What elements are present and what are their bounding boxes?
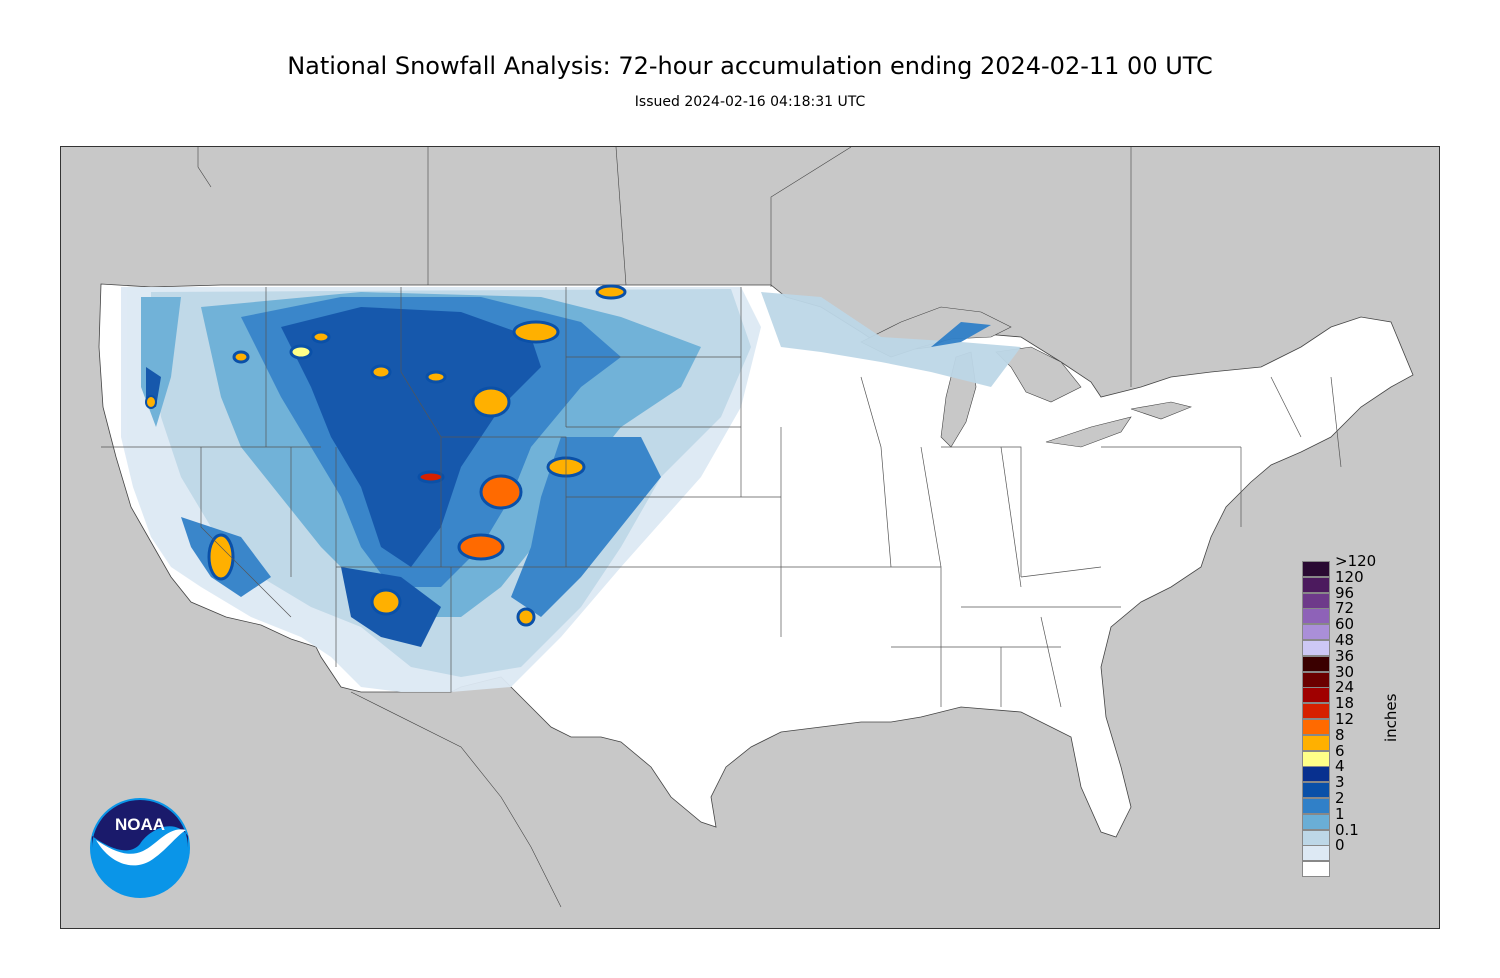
issued-timestamp: Issued 2024-02-16 04:18:31 UTC bbox=[634, 94, 866, 110]
snowfall-map[interactable] bbox=[60, 146, 1440, 929]
snowfall-shading bbox=[121, 287, 1021, 692]
legend-swatch bbox=[1302, 782, 1330, 799]
legend-label: 4 bbox=[1335, 757, 1345, 776]
legend-label: 96 bbox=[1335, 583, 1355, 602]
noaa-logo: NOAA bbox=[88, 796, 192, 900]
legend-label: 72 bbox=[1335, 599, 1355, 618]
lake-erie bbox=[1045, 416, 1132, 448]
legend-label: 60 bbox=[1335, 615, 1355, 634]
legend-swatch bbox=[1302, 766, 1330, 783]
legend-label: 1 bbox=[1335, 804, 1345, 823]
legend-swatch bbox=[1302, 750, 1330, 767]
legend-label: 36 bbox=[1335, 646, 1355, 665]
legend-label: 6 bbox=[1335, 741, 1345, 760]
legend-swatch bbox=[1302, 798, 1330, 814]
legend-swatch bbox=[1302, 813, 1330, 830]
legend-label: 48 bbox=[1335, 631, 1355, 649]
legend-label: 2 bbox=[1335, 789, 1345, 807]
heavy-snow-spots bbox=[145, 284, 627, 627]
legend-swatch bbox=[1302, 640, 1330, 656]
national-borders bbox=[197, 147, 1132, 908]
legend-swatch bbox=[1302, 845, 1330, 862]
legend-label: >120 bbox=[1335, 552, 1377, 570]
legend-swatch bbox=[1302, 655, 1330, 672]
legend-swatch bbox=[1302, 592, 1330, 609]
noaa-logo-text: NOAA bbox=[115, 815, 165, 834]
legend-swatch bbox=[1302, 576, 1330, 593]
map-canvas bbox=[98, 147, 1414, 908]
state-boundaries bbox=[101, 287, 1342, 708]
legend-swatch bbox=[1302, 719, 1330, 735]
legend-label: 18 bbox=[1335, 694, 1355, 713]
lake-ontario bbox=[1130, 401, 1192, 420]
legend-label: 30 bbox=[1335, 662, 1355, 681]
legend-swatch bbox=[1302, 671, 1330, 688]
legend-swatch bbox=[1302, 861, 1330, 878]
legend-label: 120 bbox=[1335, 567, 1364, 586]
legend-swatch bbox=[1302, 703, 1330, 720]
legend-swatch bbox=[1302, 561, 1330, 577]
legend-label: 0.1 bbox=[1335, 820, 1359, 839]
legend-swatch bbox=[1302, 829, 1330, 846]
legend-label: 24 bbox=[1335, 678, 1355, 697]
legend-units: inches bbox=[1382, 693, 1400, 742]
legend-swatch bbox=[1302, 734, 1330, 751]
legend-label: 0 bbox=[1335, 836, 1345, 855]
legend-swatch bbox=[1302, 608, 1330, 625]
legend-label: 12 bbox=[1335, 710, 1355, 728]
lake-huron bbox=[995, 346, 1082, 403]
legend-label: 8 bbox=[1335, 725, 1345, 744]
legend-label: 3 bbox=[1335, 773, 1345, 792]
legend-swatch bbox=[1302, 687, 1330, 704]
map-title: National Snowfall Analysis: 72-hour accu… bbox=[287, 52, 1213, 80]
legend-swatch bbox=[1302, 624, 1330, 641]
